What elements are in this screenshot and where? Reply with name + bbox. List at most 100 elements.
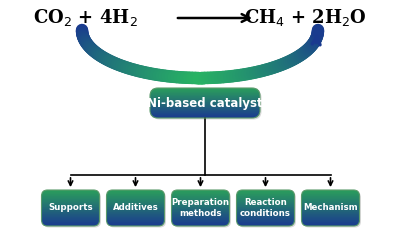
- Bar: [302, 212, 360, 214]
- Bar: [172, 192, 229, 193]
- Bar: [237, 202, 294, 204]
- Bar: [41, 196, 99, 197]
- Bar: [107, 223, 164, 225]
- Bar: [302, 193, 360, 194]
- Bar: [237, 196, 294, 197]
- Bar: [302, 196, 360, 198]
- Bar: [172, 202, 229, 204]
- Bar: [150, 100, 260, 102]
- Bar: [150, 105, 260, 107]
- Bar: [150, 114, 260, 115]
- Bar: [107, 220, 164, 221]
- Bar: [302, 207, 360, 208]
- Bar: [237, 220, 294, 221]
- Bar: [41, 199, 99, 200]
- Bar: [107, 221, 164, 223]
- Bar: [107, 199, 164, 201]
- Bar: [302, 203, 360, 204]
- Bar: [237, 191, 294, 192]
- Bar: [150, 88, 260, 89]
- FancyBboxPatch shape: [108, 192, 166, 227]
- Bar: [107, 209, 164, 211]
- Bar: [107, 207, 164, 208]
- Bar: [172, 217, 229, 218]
- Bar: [150, 91, 260, 92]
- Bar: [237, 204, 294, 206]
- Bar: [302, 214, 360, 216]
- Bar: [172, 193, 229, 195]
- Bar: [107, 209, 164, 210]
- Bar: [41, 207, 99, 208]
- Bar: [41, 194, 99, 196]
- Bar: [107, 198, 164, 199]
- Bar: [172, 207, 229, 208]
- Bar: [150, 89, 260, 90]
- Bar: [237, 205, 294, 207]
- Bar: [41, 209, 99, 210]
- Bar: [107, 192, 164, 193]
- Bar: [302, 190, 360, 192]
- Bar: [172, 193, 229, 194]
- Bar: [150, 102, 260, 103]
- Bar: [302, 204, 360, 205]
- Bar: [302, 222, 360, 223]
- Bar: [237, 196, 294, 198]
- Bar: [302, 207, 360, 209]
- Text: CH$_4$ + 2H$_2$O: CH$_4$ + 2H$_2$O: [244, 8, 367, 29]
- Bar: [172, 206, 229, 207]
- Bar: [172, 223, 229, 225]
- Bar: [150, 107, 260, 109]
- Bar: [107, 216, 164, 217]
- Bar: [302, 211, 360, 212]
- Bar: [41, 220, 99, 221]
- Bar: [302, 202, 360, 203]
- Bar: [237, 213, 294, 214]
- Bar: [150, 113, 260, 115]
- Bar: [237, 214, 294, 216]
- Bar: [107, 199, 164, 200]
- Bar: [150, 117, 260, 119]
- Bar: [41, 222, 99, 223]
- Bar: [150, 98, 260, 99]
- Bar: [172, 199, 229, 201]
- Bar: [107, 208, 164, 210]
- Bar: [41, 193, 99, 195]
- Bar: [302, 204, 360, 206]
- Bar: [302, 225, 360, 227]
- Bar: [302, 192, 360, 194]
- Bar: [41, 212, 99, 214]
- Bar: [172, 224, 229, 226]
- Bar: [237, 202, 294, 203]
- Bar: [150, 108, 260, 110]
- Bar: [41, 202, 99, 204]
- Bar: [150, 110, 260, 111]
- Bar: [172, 198, 229, 199]
- Bar: [172, 197, 229, 199]
- Bar: [237, 223, 294, 225]
- Bar: [237, 197, 294, 199]
- Bar: [172, 222, 229, 223]
- Bar: [107, 212, 164, 213]
- Bar: [302, 215, 360, 217]
- Bar: [172, 218, 229, 220]
- Bar: [107, 192, 164, 194]
- Bar: [41, 190, 99, 192]
- Bar: [172, 195, 229, 197]
- Bar: [237, 222, 294, 223]
- Bar: [107, 224, 164, 226]
- Bar: [41, 219, 99, 220]
- FancyBboxPatch shape: [303, 192, 361, 227]
- Bar: [302, 216, 360, 217]
- Bar: [150, 93, 260, 95]
- Bar: [41, 215, 99, 217]
- Bar: [237, 217, 294, 219]
- Bar: [107, 222, 164, 223]
- Bar: [172, 216, 229, 217]
- Bar: [302, 196, 360, 197]
- Bar: [172, 215, 229, 217]
- Bar: [302, 223, 360, 225]
- Bar: [172, 210, 229, 212]
- Bar: [107, 207, 164, 209]
- Bar: [107, 202, 164, 204]
- Bar: [41, 198, 99, 199]
